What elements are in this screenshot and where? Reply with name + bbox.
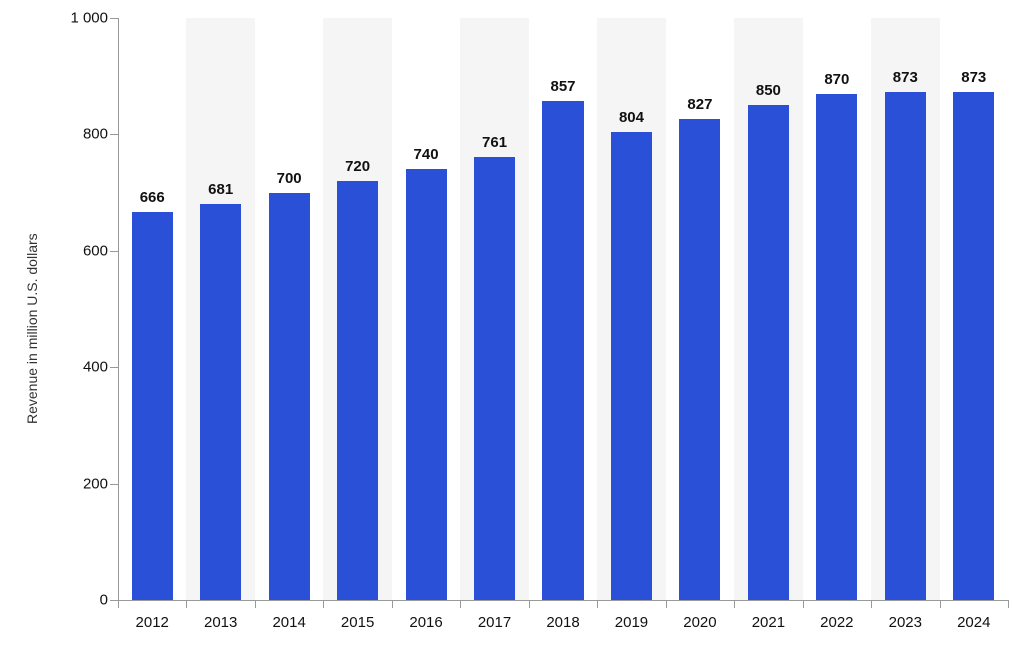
bar-value-label: 857 — [550, 78, 575, 95]
x-tick-mark — [1008, 600, 1009, 608]
y-tick-label: 600 — [48, 242, 108, 259]
y-axis-title: Revenue in million U.S. dollars — [24, 233, 40, 424]
bar-value-label: 740 — [414, 146, 439, 163]
bar — [132, 212, 173, 600]
x-tick-mark — [597, 600, 598, 608]
x-tick-mark — [323, 600, 324, 608]
x-axis-line — [118, 600, 1008, 601]
y-tick-mark — [110, 251, 118, 252]
bar-value-label: 873 — [893, 69, 918, 86]
bar — [269, 193, 310, 600]
bar-value-label: 681 — [208, 181, 233, 198]
bar — [474, 157, 515, 600]
x-tick-label: 2016 — [409, 614, 442, 631]
bar — [748, 105, 789, 600]
x-tick-mark — [940, 600, 941, 608]
plot-area: 666 681 700 720 740 761 857 804 827 850 870 873 873 — [118, 18, 1008, 600]
x-tick-label: 2021 — [752, 614, 785, 631]
x-tick-mark — [734, 600, 735, 608]
y-tick-mark — [110, 367, 118, 368]
x-tick-mark — [118, 600, 119, 608]
bar — [611, 132, 652, 600]
bar — [816, 94, 857, 600]
x-tick-mark — [255, 600, 256, 608]
x-tick-label: 2024 — [957, 614, 990, 631]
x-tick-mark — [460, 600, 461, 608]
x-tick-label: 2014 — [272, 614, 305, 631]
bar-value-label: 827 — [687, 96, 712, 113]
bar — [406, 169, 447, 600]
bar-value-label: 873 — [961, 69, 986, 86]
x-tick-label: 2020 — [683, 614, 716, 631]
x-tick-label: 2013 — [204, 614, 237, 631]
y-axis-line — [118, 18, 119, 600]
x-tick-mark — [666, 600, 667, 608]
revenue-bar-chart: Revenue in million U.S. dollars 666 681 70… — [0, 0, 1024, 656]
bar-value-label: 761 — [482, 134, 507, 151]
y-tick-label: 200 — [48, 475, 108, 492]
x-tick-label: 2017 — [478, 614, 511, 631]
y-tick-label: 800 — [48, 126, 108, 143]
bar-value-label: 666 — [140, 189, 165, 206]
x-tick-mark — [803, 600, 804, 608]
y-tick-mark — [110, 134, 118, 135]
y-tick-mark — [110, 600, 118, 601]
x-tick-label: 2019 — [615, 614, 648, 631]
bar — [200, 204, 241, 600]
x-tick-mark — [392, 600, 393, 608]
x-tick-mark — [529, 600, 530, 608]
x-tick-mark — [186, 600, 187, 608]
bar — [679, 119, 720, 600]
y-tick-label: 0 — [48, 592, 108, 609]
x-tick-label: 2022 — [820, 614, 853, 631]
bar — [337, 181, 378, 600]
bar-value-label: 850 — [756, 82, 781, 99]
y-tick-label: 1 000 — [48, 10, 108, 27]
x-tick-label: 2023 — [889, 614, 922, 631]
y-tick-mark — [110, 18, 118, 19]
x-tick-label: 2018 — [546, 614, 579, 631]
bar-value-label: 700 — [277, 170, 302, 187]
bar — [885, 92, 926, 600]
bar — [542, 101, 583, 600]
bar-value-label: 720 — [345, 158, 370, 175]
x-tick-label: 2015 — [341, 614, 374, 631]
x-tick-label: 2012 — [136, 614, 169, 631]
bar-value-label: 804 — [619, 109, 644, 126]
y-tick-mark — [110, 484, 118, 485]
bar-value-label: 870 — [824, 71, 849, 88]
y-tick-label: 400 — [48, 359, 108, 376]
bar — [953, 92, 994, 600]
x-tick-mark — [871, 600, 872, 608]
